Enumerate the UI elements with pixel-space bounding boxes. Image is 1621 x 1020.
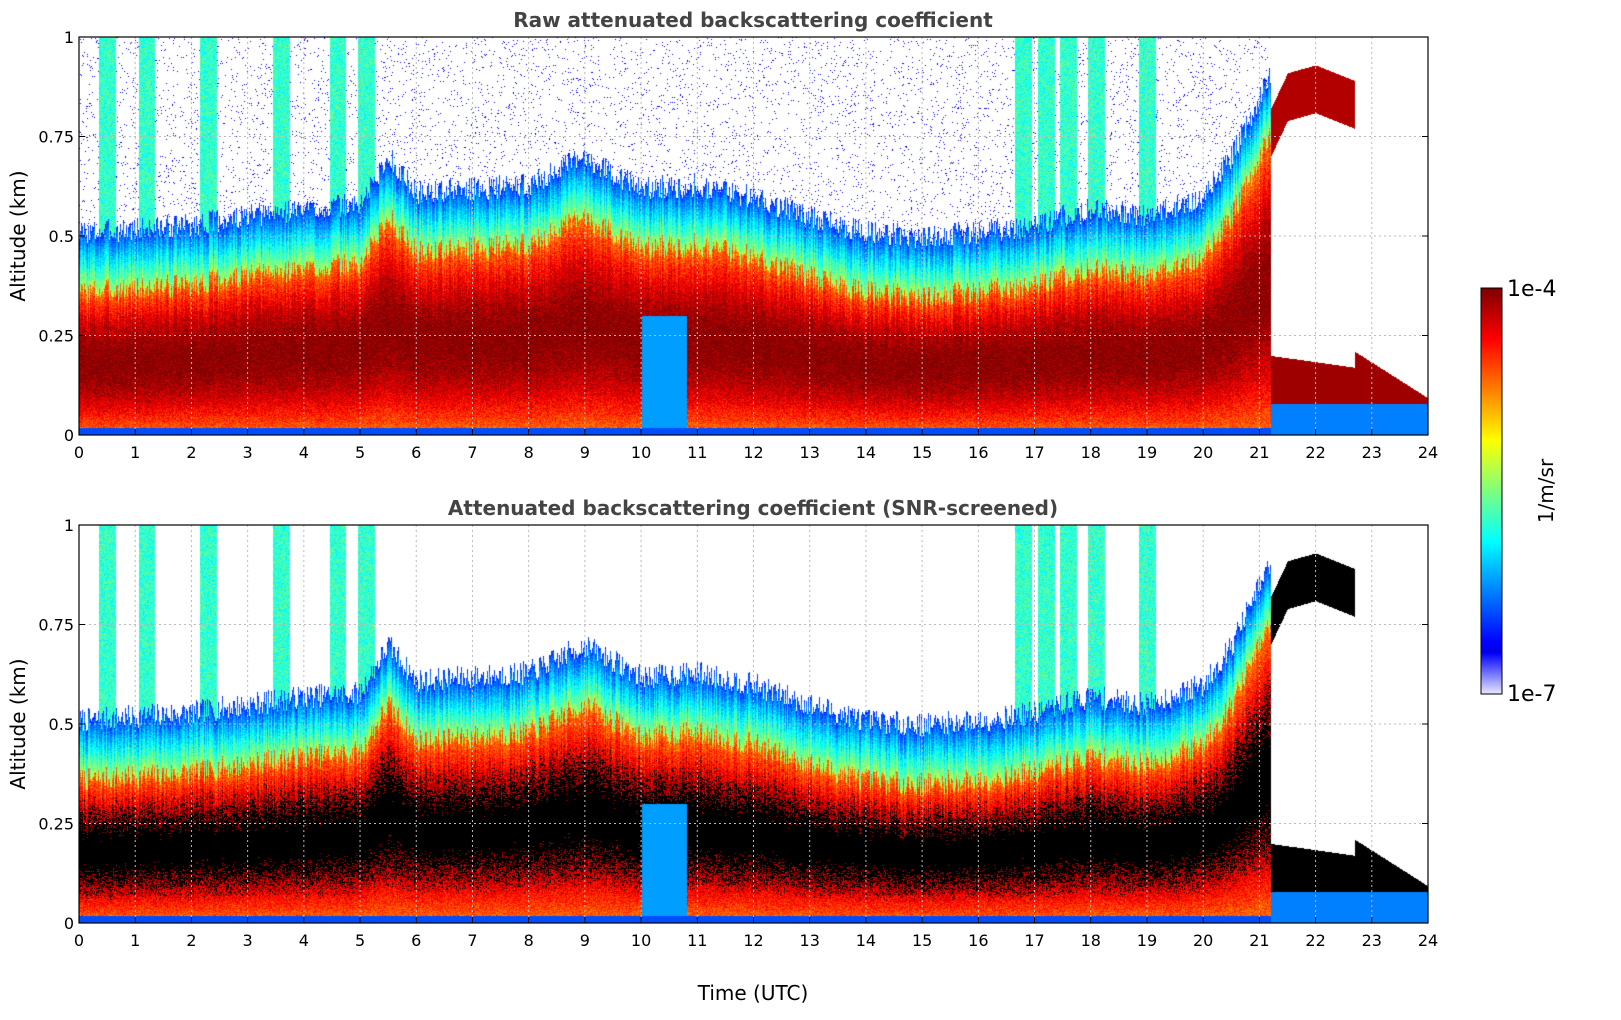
x-tick-label: 8 [524, 443, 534, 462]
x-tick-label: 11 [687, 443, 707, 462]
x-tick-label: 22 [1305, 443, 1325, 462]
axes-frame-screened [78, 524, 1429, 924]
y-tick-label: 0.5 [49, 715, 74, 734]
x-tick-label: 1 [130, 931, 140, 950]
x-tick-label: 20 [1193, 931, 1213, 950]
x-tick-label: 15 [912, 443, 932, 462]
y-tick-label: 0.5 [49, 227, 74, 246]
x-tick-label: 12 [743, 931, 763, 950]
x-tick-label: 3 [243, 443, 253, 462]
colorbar-max-label: 1e-4 [1507, 277, 1556, 302]
panel-raw: Raw attenuated backscattering coefficien… [6, 8, 1438, 462]
panel-title-raw: Raw attenuated backscattering coefficien… [513, 8, 993, 32]
x-tick-label: 18 [1081, 931, 1101, 950]
x-tick-label: 3 [243, 931, 253, 950]
colorbar-unit-label: 1/m/sr [1534, 458, 1558, 523]
x-tick-label: 10 [631, 443, 651, 462]
x-tick-label: 12 [743, 443, 763, 462]
x-tick-label: 11 [687, 931, 707, 950]
x-tick-label: 4 [299, 443, 309, 462]
x-tick-label: 0 [74, 443, 84, 462]
y-tick-label: 0.25 [38, 815, 74, 834]
x-tick-label: 14 [856, 931, 876, 950]
x-tick-label: 16 [968, 443, 988, 462]
y-tick-label: 0.25 [38, 327, 74, 346]
colorbar-min-label: 1e-7 [1507, 682, 1556, 707]
x-tick-label: 14 [856, 443, 876, 462]
x-tick-label: 23 [1362, 443, 1382, 462]
x-tick-label: 22 [1305, 931, 1325, 950]
x-tick-label: 18 [1081, 443, 1101, 462]
x-tick-label: 16 [968, 931, 988, 950]
x-tick-label: 0 [74, 931, 84, 950]
x-tick-label: 21 [1249, 443, 1269, 462]
panel-screened: Attenuated backscattering coefficient (S… [6, 496, 1438, 1005]
y-axis-label-raw: Altitude (km) [6, 170, 30, 301]
ticks-raw: 0 1 2 3 4 5 6 7 8 9 10 11 12 13 14 15 16 17 18 19 20 21 22 23 24… [38, 28, 1438, 462]
x-tick-label: 5 [355, 931, 365, 950]
x-tick-label: 24 [1418, 931, 1438, 950]
colorbar: 1e-4 1e-7 1/m/sr [1480, 277, 1558, 707]
x-tick-label: 6 [411, 931, 421, 950]
x-tick-label: 15 [912, 931, 932, 950]
y-tick-label: 0.75 [38, 616, 74, 635]
x-axis-label: Time (UTC) [697, 981, 809, 1005]
colorbar-gradient [1481, 288, 1502, 694]
x-tick-label: 6 [411, 443, 421, 462]
x-tick-label: 13 [800, 443, 820, 462]
y-tick-label: 1 [64, 28, 74, 47]
y-tick-label: 0 [64, 426, 74, 445]
y-tick-label: 0 [64, 914, 74, 933]
x-tick-label: 7 [467, 931, 477, 950]
x-tick-label: 8 [524, 931, 534, 950]
x-tick-label: 9 [580, 443, 590, 462]
x-tick-label: 10 [631, 931, 651, 950]
x-tick-label: 1 [130, 443, 140, 462]
x-tick-label: 21 [1249, 931, 1269, 950]
x-tick-label: 24 [1418, 443, 1438, 462]
axes-frame-raw [78, 36, 1429, 436]
y-tick-label: 1 [64, 516, 74, 535]
x-tick-label: 7 [467, 443, 477, 462]
grid-screened [79, 525, 1428, 923]
x-tick-label: 19 [1137, 443, 1157, 462]
y-tick-label: 0.75 [38, 128, 74, 147]
x-tick-label: 5 [355, 443, 365, 462]
ticks-screened: 0 1 2 3 4 5 6 7 8 9 10 11 12 13 14 15 16 17 18 19 20 21 22 23 24… [38, 516, 1438, 950]
x-tick-label: 2 [186, 443, 196, 462]
x-tick-label: 2 [186, 931, 196, 950]
colorbar-frame [1480, 287, 1503, 695]
x-tick-label: 17 [1024, 443, 1044, 462]
panel-title-screened: Attenuated backscattering coefficient (S… [448, 496, 1058, 520]
x-tick-label: 4 [299, 931, 309, 950]
x-tick-label: 17 [1024, 931, 1044, 950]
x-tick-label: 9 [580, 931, 590, 950]
grid-raw [79, 37, 1428, 435]
x-tick-label: 20 [1193, 443, 1213, 462]
y-axis-label-screened: Altitude (km) [6, 658, 30, 789]
x-tick-label: 13 [800, 931, 820, 950]
x-tick-label: 19 [1137, 931, 1157, 950]
x-tick-label: 23 [1362, 931, 1382, 950]
